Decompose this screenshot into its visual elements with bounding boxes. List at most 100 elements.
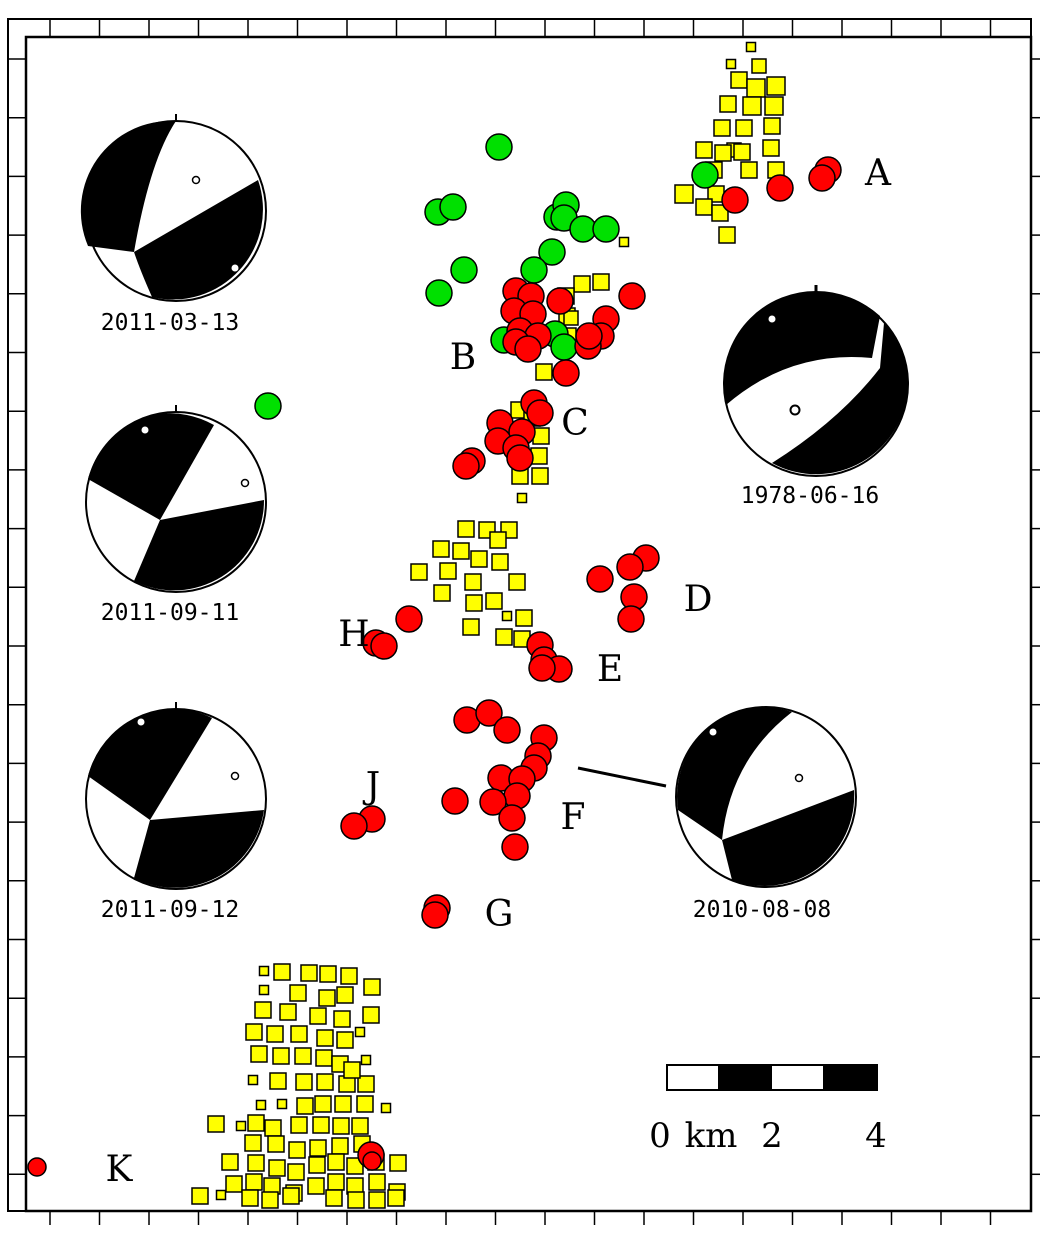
yellow-square-epicenter	[592, 273, 610, 291]
yellow-square-epicenter	[495, 628, 513, 646]
red-circle-epicenter	[616, 553, 644, 581]
beachball-2011-03-13: 2011-03-13	[80, 114, 267, 336]
yellow-square-epicenter	[266, 1025, 284, 1043]
yellow-square-epicenter	[255, 1099, 267, 1111]
red-circle-epicenter	[546, 287, 574, 315]
red-circle-epicenter	[421, 901, 449, 929]
yellow-square-epicenter	[215, 1189, 227, 1201]
frame-ticks	[7, 18, 1040, 1225]
yellow-square-epicenter	[356, 1095, 374, 1113]
yellow-square-epicenter	[318, 989, 336, 1007]
yellow-square-epicenter	[336, 1031, 354, 1049]
yellow-square-epicenter	[745, 41, 757, 53]
yellow-square-epicenter	[247, 1074, 259, 1086]
yellow-square-epicenter	[315, 1049, 333, 1067]
yellow-square-epicenter	[309, 1139, 327, 1157]
yellow-square-epicenter	[713, 119, 731, 137]
yellow-square-epicenter	[695, 198, 713, 216]
red-circle-epicenter	[27, 1157, 47, 1177]
yellow-square-epicenter	[457, 520, 475, 538]
yellow-square-epicenter	[452, 542, 470, 560]
cluster-label-d: D	[684, 579, 713, 620]
cluster-label-g: G	[485, 894, 514, 935]
yellow-square-epicenter	[245, 1173, 263, 1191]
yellow-square-epicenter	[282, 1187, 300, 1205]
beachball-2011-09-11: 2011-09-11	[85, 405, 267, 626]
yellow-square-epicenter	[735, 119, 753, 137]
green-circle-epicenter	[439, 193, 467, 221]
yellow-square-epicenter	[307, 1177, 325, 1195]
red-circle-epicenter	[498, 804, 526, 832]
red-circle-epicenter	[808, 164, 836, 192]
green-circle-epicenter	[592, 215, 620, 243]
yellow-square-epicenter	[276, 1098, 288, 1110]
cluster-label-a: A	[864, 153, 892, 194]
mechanism-date-label: 2011-09-12	[101, 897, 239, 923]
scale-label-4: 4	[865, 1116, 887, 1156]
yellow-square-epicenter	[733, 143, 751, 161]
yellow-square-epicenter	[327, 1173, 345, 1191]
red-circle-epicenter	[526, 399, 554, 427]
yellow-square-epicenter	[300, 964, 318, 982]
yellow-square-epicenter	[258, 984, 270, 996]
yellow-square-epicenter	[312, 1116, 330, 1134]
yellow-square-epicenter	[288, 1141, 306, 1159]
yellow-square-epicenter	[290, 1116, 308, 1134]
green-circle-epicenter	[520, 256, 548, 284]
yellow-square-epicenter	[714, 144, 732, 162]
yellow-square-epicenter	[751, 58, 767, 74]
red-circle-epicenter	[766, 174, 794, 202]
yellow-square-epicenter	[316, 1029, 334, 1047]
beachball-1978-06-16: 1978-06-16	[723, 285, 909, 509]
red-circle-epicenter	[586, 565, 614, 593]
green-circle-epicenter	[538, 238, 566, 266]
yellow-square-epicenter	[264, 1119, 282, 1137]
yellow-square-epicenter	[515, 609, 533, 627]
yellow-square-epicenter	[711, 204, 729, 222]
mechanism-date-label: 2010-08-08	[693, 897, 831, 923]
yellow-square-epicenter	[244, 1134, 262, 1152]
yellow-square-epicenter	[225, 1175, 243, 1193]
red-circle-epicenter	[617, 605, 645, 633]
yellow-square-epicenter	[489, 531, 507, 549]
red-circle-epicenter	[721, 186, 749, 214]
yellow-square-epicenter	[261, 1191, 279, 1209]
cluster-label-e: E	[597, 649, 623, 690]
yellow-square-epicenter	[268, 1159, 286, 1177]
yellow-square-epicenter	[334, 1095, 352, 1113]
green-circle-epicenter	[691, 161, 719, 189]
yellow-square-epicenter	[247, 1114, 265, 1132]
beachball-2010-08-08: 2010-08-08	[675, 706, 857, 923]
yellow-square-epicenter	[314, 1095, 332, 1113]
yellow-square-epicenter	[508, 573, 526, 591]
yellow-square-events	[191, 41, 786, 1209]
yellow-square-epicenter	[470, 550, 488, 568]
yellow-square-epicenter	[316, 1073, 334, 1091]
yellow-square-epicenter	[746, 78, 766, 98]
red-circle-epicenter	[475, 699, 503, 727]
yellow-square-epicenter	[368, 1191, 386, 1209]
yellow-square-epicenter	[254, 1001, 272, 1019]
yellow-square-epicenter	[250, 1045, 268, 1063]
scale-label-2: 2	[761, 1116, 783, 1156]
mechanism-date-label: 1978-06-16	[741, 483, 879, 509]
yellow-square-epicenter	[272, 1047, 290, 1065]
yellow-square-epicenter	[573, 275, 591, 293]
yellow-square-epicenter	[235, 1120, 247, 1132]
yellow-square-epicenter	[309, 1007, 327, 1025]
yellow-square-epicenter	[294, 1047, 312, 1065]
yellow-square-epicenter	[191, 1187, 209, 1205]
yellow-square-epicenter	[531, 467, 549, 485]
yellow-square-epicenter	[340, 967, 358, 985]
yellow-square-epicenter	[618, 236, 630, 248]
yellow-square-epicenter	[380, 1102, 392, 1114]
yellow-square-epicenter	[336, 986, 354, 1004]
scale-bar: 0 km 2 4	[649, 1064, 887, 1156]
yellow-square-epicenter	[718, 226, 736, 244]
green-circle-epicenter	[450, 256, 478, 284]
yellow-square-epicenter	[740, 161, 758, 179]
yellow-square-epicenter	[465, 594, 483, 612]
green-circle-epicenter	[425, 279, 453, 307]
yellow-square-epicenter	[485, 592, 503, 610]
red-circle-epicenter	[501, 833, 529, 861]
